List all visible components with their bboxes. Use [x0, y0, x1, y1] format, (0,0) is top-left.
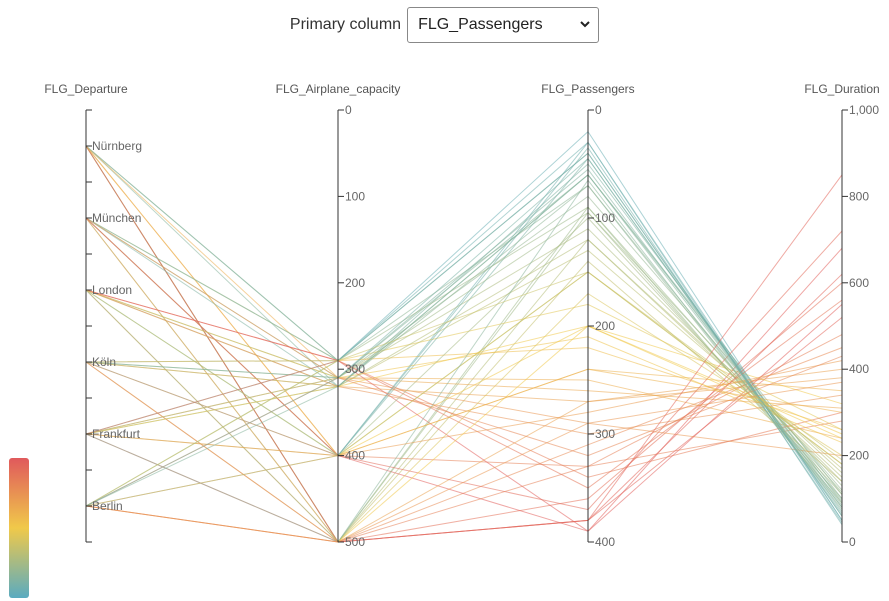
data-line: [85, 249, 843, 469]
category-label: Nürnberg: [92, 139, 142, 153]
tick-label: 300: [595, 427, 615, 441]
axes: FLG_Departure Nürnberg München London Köln Fr…: [44, 82, 879, 549]
tick-label: 200: [595, 319, 615, 333]
data-line: [85, 145, 843, 439]
primary-column-label: Primary column: [289, 16, 402, 33]
tick-label: 800: [849, 189, 869, 203]
axis-title: FLG_Passengers: [541, 82, 634, 96]
data-line: [85, 292, 843, 543]
data-line: [85, 368, 843, 507]
tick-label: 400: [849, 362, 869, 376]
color-legend-bar: [9, 458, 29, 598]
data-line: [85, 152, 843, 517]
tick-label: 400: [595, 535, 615, 549]
axis-flg-departure: FLG_Departure Nürnberg München London Köln Fr…: [44, 82, 142, 543]
data-line: [85, 271, 843, 507]
axis-title: FLG_Airplane_capacity: [276, 82, 401, 96]
data-line: [85, 228, 843, 482]
category-label: Berlin: [92, 499, 123, 513]
primary-column-control: Primary column FLG_Passengers: [0, 6, 889, 44]
data-line: [85, 217, 843, 543]
data-line: [85, 145, 843, 508]
primary-column-select[interactable]: FLG_Passengers: [407, 7, 600, 43]
data-line: [85, 299, 843, 489]
category-label: London: [92, 283, 132, 297]
axis-title: FLG_Departure: [44, 82, 128, 96]
tick-label: 300: [345, 362, 365, 376]
axis-flg-duration: FLG_Duration 0 200 400 600 800 1,000: [804, 82, 879, 549]
category-label: Köln: [92, 355, 116, 369]
data-lines: [85, 130, 843, 543]
data-line: [85, 381, 843, 543]
data-line: [85, 179, 843, 543]
data-line: [85, 174, 843, 507]
chevron-down-icon: [580, 21, 590, 28]
data-line: [85, 325, 843, 435]
data-line: [85, 141, 843, 521]
axis-flg-passengers: FLG_Passengers 0 100 200 300 400: [541, 82, 634, 549]
data-line: [85, 217, 843, 457]
tick-label: 200: [345, 276, 365, 290]
tick-label: 100: [345, 189, 365, 203]
tick-label: 200: [849, 449, 869, 463]
data-line: [85, 289, 843, 435]
data-line: [85, 334, 843, 543]
tick-label: 0: [849, 535, 856, 549]
data-line: [85, 168, 843, 508]
data-line: [85, 145, 843, 495]
data-line: [85, 184, 843, 502]
tick-label: 400: [345, 449, 365, 463]
data-line: [85, 289, 843, 532]
data-line: [85, 145, 843, 457]
data-line: [85, 347, 843, 431]
data-line: [85, 174, 843, 500]
data-line: [85, 157, 843, 515]
axis-flg-airplane-capacity: FLG_Airplane_capacity 0 100 200 300 400 500: [276, 82, 401, 549]
category-label: München: [92, 211, 141, 225]
primary-column-selected-value: FLG_Passengers: [418, 16, 543, 33]
tick-label: 600: [849, 276, 869, 290]
data-line: [85, 130, 843, 521]
tick-label: 0: [595, 103, 602, 117]
data-line: [85, 217, 843, 495]
tick-label: 500: [345, 535, 365, 549]
data-line: [85, 217, 843, 532]
tick-label: 100: [595, 211, 615, 225]
tick-label: 1,000: [849, 103, 879, 117]
category-label: Frankfurt: [92, 427, 141, 441]
axis-title: FLG_Duration: [804, 82, 879, 96]
tick-label: 0: [345, 103, 352, 117]
